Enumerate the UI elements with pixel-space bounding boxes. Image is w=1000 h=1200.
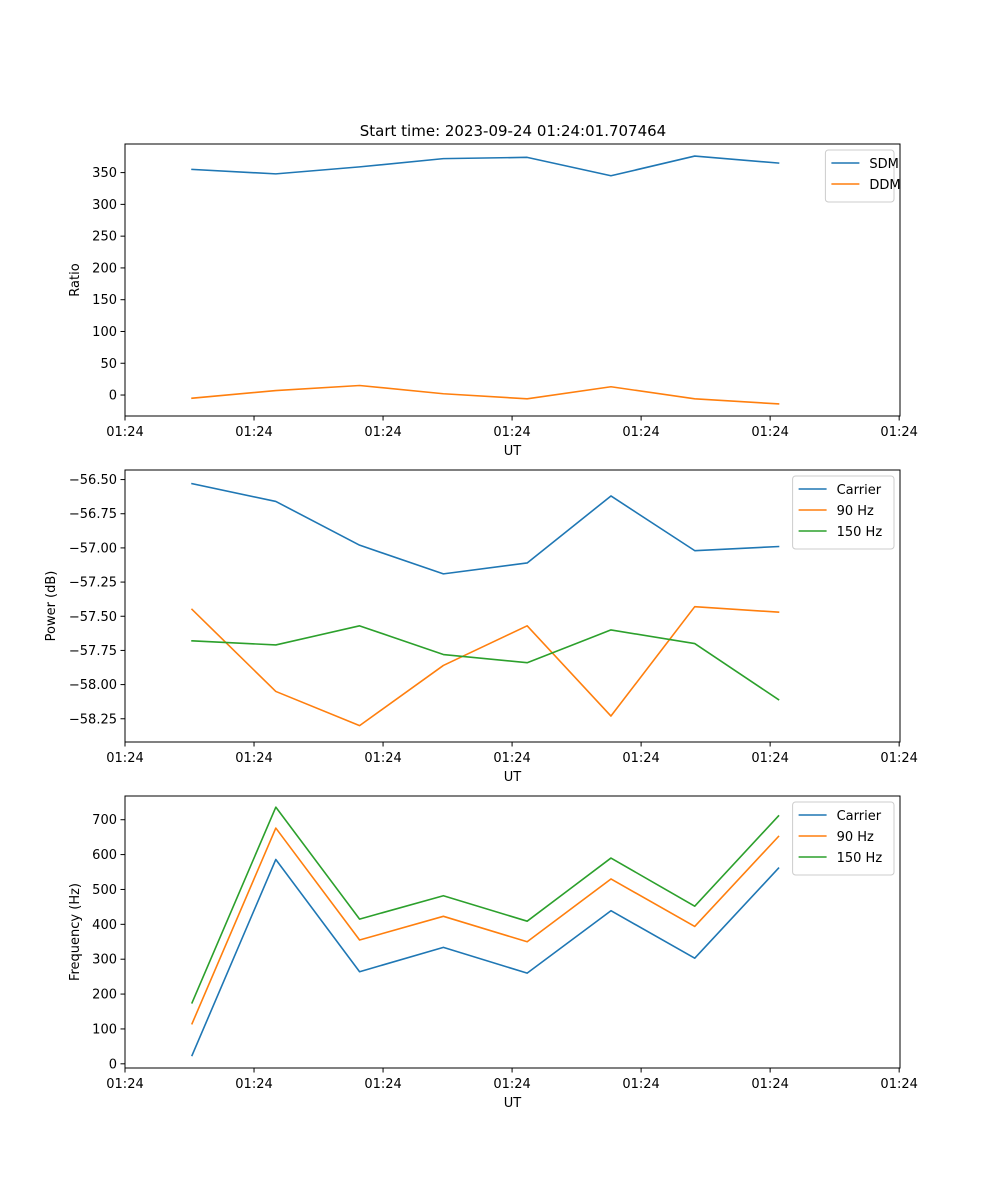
subplot-3: 01:24 01:24 01:24 01:24 01:24 01:24 01:24 0 100 2… (68, 795, 918, 1111)
y-tick-label: 250 (92, 230, 117, 245)
x-tick-label: 01:24 (235, 1077, 272, 1092)
subplot-2: 01:24 01:24 01:24 01:24 01:24 01:24 01:24 −56.5… (44, 469, 918, 785)
chart-title: Start time: 2023-09-24 01:24:01.707464 (360, 122, 666, 140)
subplot-1: 01:24 01:24 01:24 01:24 01:24 01:24 01:24 0 50 10… (68, 143, 918, 459)
legend: Carrier 90 Hz 150 Hz (792, 475, 895, 550)
y-tick-label: 300 (92, 953, 117, 968)
y-tick-label: 200 (92, 261, 117, 276)
y-tick-label: −56.75 (69, 507, 117, 522)
series-line-150-hz (191, 625, 780, 701)
x-tick-label: 01:24 (106, 1077, 143, 1092)
x-tick-label: 01:24 (880, 1077, 917, 1092)
y-tick-label: −57.50 (69, 610, 117, 625)
x-tick-label: 01:24 (364, 1077, 401, 1092)
legend: Carrier 90 Hz 150 Hz (792, 801, 895, 876)
series-line-150-hz (190, 806, 780, 1004)
y-tick-label: 100 (92, 1022, 117, 1037)
x-tick-label: 01:24 (364, 425, 401, 440)
y-tick-label: 400 (92, 918, 117, 933)
series-line-ddm (191, 384, 780, 405)
y-tick-label: 200 (92, 988, 117, 1003)
y-tick-label: 100 (92, 325, 117, 340)
x-tick-label: 01:24 (106, 425, 143, 440)
x-tick-label: 01:24 (493, 1077, 530, 1092)
legend-label: Carrier (837, 809, 882, 824)
y-tick-label: 0 (109, 389, 117, 404)
x-axis-label: UT (504, 1096, 522, 1111)
y-tick-label: −57.75 (69, 644, 117, 659)
y-tick-label: −56.50 (69, 473, 117, 488)
x-tick-label: 01:24 (493, 751, 530, 766)
legend-label: 150 Hz (837, 525, 883, 540)
legend-label: DDM (869, 178, 900, 193)
y-tick-label: 50 (100, 357, 117, 372)
y-tick-label: −58.25 (69, 712, 117, 727)
legend-label: 90 Hz (837, 830, 874, 845)
x-tick-label: 01:24 (751, 1077, 788, 1092)
y-tick-label: 150 (92, 293, 117, 308)
legend-label: 90 Hz (837, 504, 874, 519)
series-line-90-hz (190, 827, 780, 1025)
series-line-sdm (191, 155, 780, 177)
y-tick-label: −57.25 (69, 576, 117, 591)
x-axis-label: UT (504, 444, 522, 459)
x-tick-label: 01:24 (364, 751, 401, 766)
y-tick-label: 350 (92, 166, 117, 181)
series-line-carrier (190, 858, 780, 1057)
x-tick-label: 01:24 (622, 1077, 659, 1092)
x-tick-label: 01:24 (235, 751, 272, 766)
series-line-carrier (191, 482, 780, 575)
x-axis-label: UT (504, 770, 522, 785)
x-tick-label: 01:24 (493, 425, 530, 440)
y-axis-label: Frequency (Hz) (68, 883, 83, 981)
x-tick-label: 01:24 (751, 751, 788, 766)
y-tick-label: −58.00 (69, 678, 117, 693)
x-tick-label: 01:24 (622, 425, 659, 440)
x-tick-label: 01:24 (622, 751, 659, 766)
x-tick-label: 01:24 (235, 425, 272, 440)
x-tick-label: 01:24 (880, 425, 917, 440)
y-tick-label: −57.00 (69, 541, 117, 556)
legend-label: Carrier (837, 483, 882, 498)
legend-label: 150 Hz (837, 851, 883, 866)
legend-label: SDM (869, 157, 898, 172)
y-tick-label: 600 (92, 848, 117, 863)
y-tick-label: 300 (92, 198, 117, 213)
x-tick-label: 01:24 (751, 425, 788, 440)
series-line-90-hz (190, 605, 780, 727)
x-tick-label: 01:24 (106, 751, 143, 766)
y-tick-label: 700 (92, 813, 117, 828)
y-tick-label: 500 (92, 883, 117, 898)
legend: SDM DDM (824, 149, 901, 203)
y-axis-label: Power (dB) (44, 571, 59, 642)
y-tick-label: 0 (109, 1057, 117, 1072)
y-axis-label: Ratio (68, 263, 83, 296)
x-tick-label: 01:24 (880, 751, 917, 766)
